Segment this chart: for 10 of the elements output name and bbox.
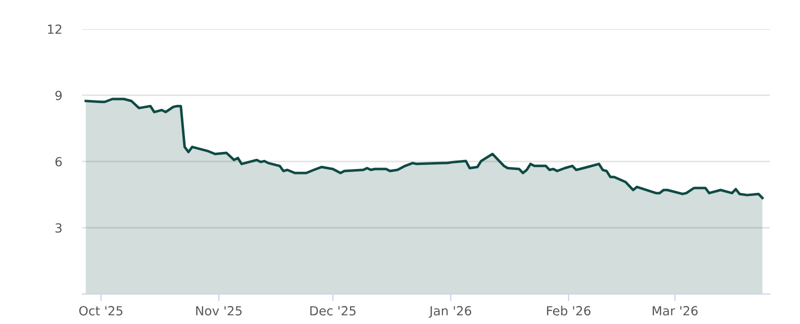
- x-tick-label: Dec '25: [310, 306, 356, 316]
- y-tick-label: 12: [48, 24, 62, 34]
- y-tick-label: 9: [55, 90, 62, 100]
- y-tick-label: 3: [56, 223, 62, 233]
- x-tick-label: Oct '25: [79, 306, 122, 316]
- x-tick-label: Feb '26: [547, 306, 590, 316]
- y-tick-label: 6: [55, 156, 62, 166]
- x-tick-label: Mar '26: [652, 306, 698, 316]
- x-tick-label: Jan '26: [428, 306, 472, 318]
- x-tick-label: Nov '25: [196, 306, 242, 316]
